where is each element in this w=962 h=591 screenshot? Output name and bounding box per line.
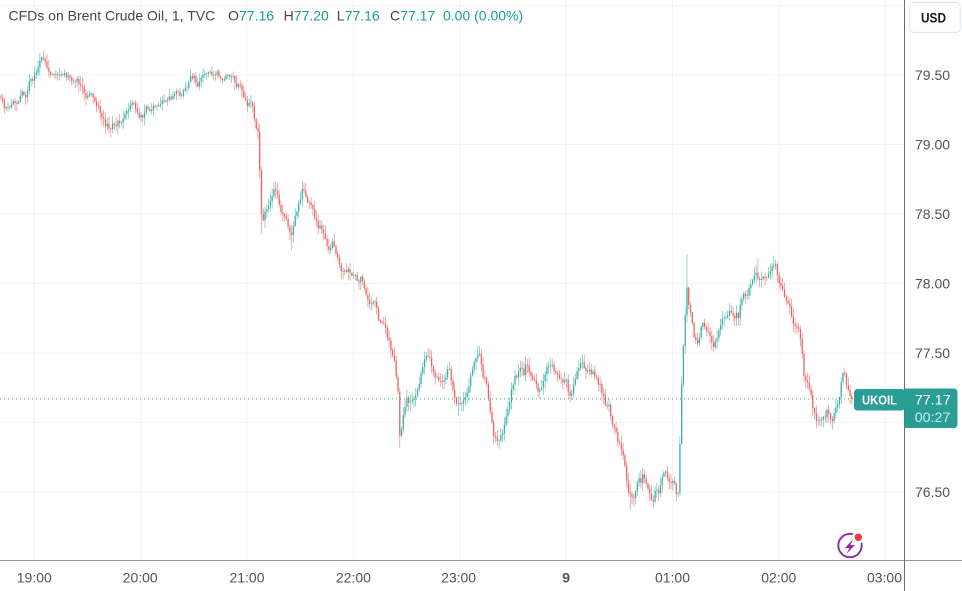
svg-text:77.50: 77.50 xyxy=(915,345,950,361)
svg-text:USD: USD xyxy=(921,9,946,25)
svg-text:76.50: 76.50 xyxy=(915,484,950,500)
svg-text:L: L xyxy=(337,8,345,24)
svg-text:20:00: 20:00 xyxy=(123,570,158,586)
svg-text:77.20: 77.20 xyxy=(294,8,329,24)
svg-text:77.17: 77.17 xyxy=(915,391,951,407)
svg-text:77.16: 77.16 xyxy=(345,8,380,24)
svg-text:C: C xyxy=(390,8,400,24)
svg-text:21:00: 21:00 xyxy=(229,570,264,586)
svg-text:0.00 (0.00%): 0.00 (0.00%) xyxy=(443,8,523,24)
svg-text:UKOIL: UKOIL xyxy=(862,392,897,407)
svg-text:03:00: 03:00 xyxy=(867,570,902,586)
svg-text:23:00: 23:00 xyxy=(441,570,476,586)
svg-text:78.50: 78.50 xyxy=(915,206,950,222)
svg-text:79.00: 79.00 xyxy=(915,137,950,153)
svg-text:77.16: 77.16 xyxy=(239,8,274,24)
svg-text:22:00: 22:00 xyxy=(336,570,371,586)
svg-text:78.00: 78.00 xyxy=(915,276,950,292)
svg-text:79.50: 79.50 xyxy=(915,67,950,83)
svg-text:01:00: 01:00 xyxy=(655,570,690,586)
svg-text:CFDs on Brent Crude Oil, 1, TV: CFDs on Brent Crude Oil, 1, TVC xyxy=(9,8,216,24)
svg-text:02:00: 02:00 xyxy=(761,570,796,586)
svg-text:H: H xyxy=(284,8,294,24)
svg-text:O: O xyxy=(228,8,239,24)
svg-text:19:00: 19:00 xyxy=(17,570,52,586)
svg-text:77.17: 77.17 xyxy=(400,8,435,24)
svg-text:00:27: 00:27 xyxy=(915,409,951,425)
svg-text:9: 9 xyxy=(562,570,570,586)
